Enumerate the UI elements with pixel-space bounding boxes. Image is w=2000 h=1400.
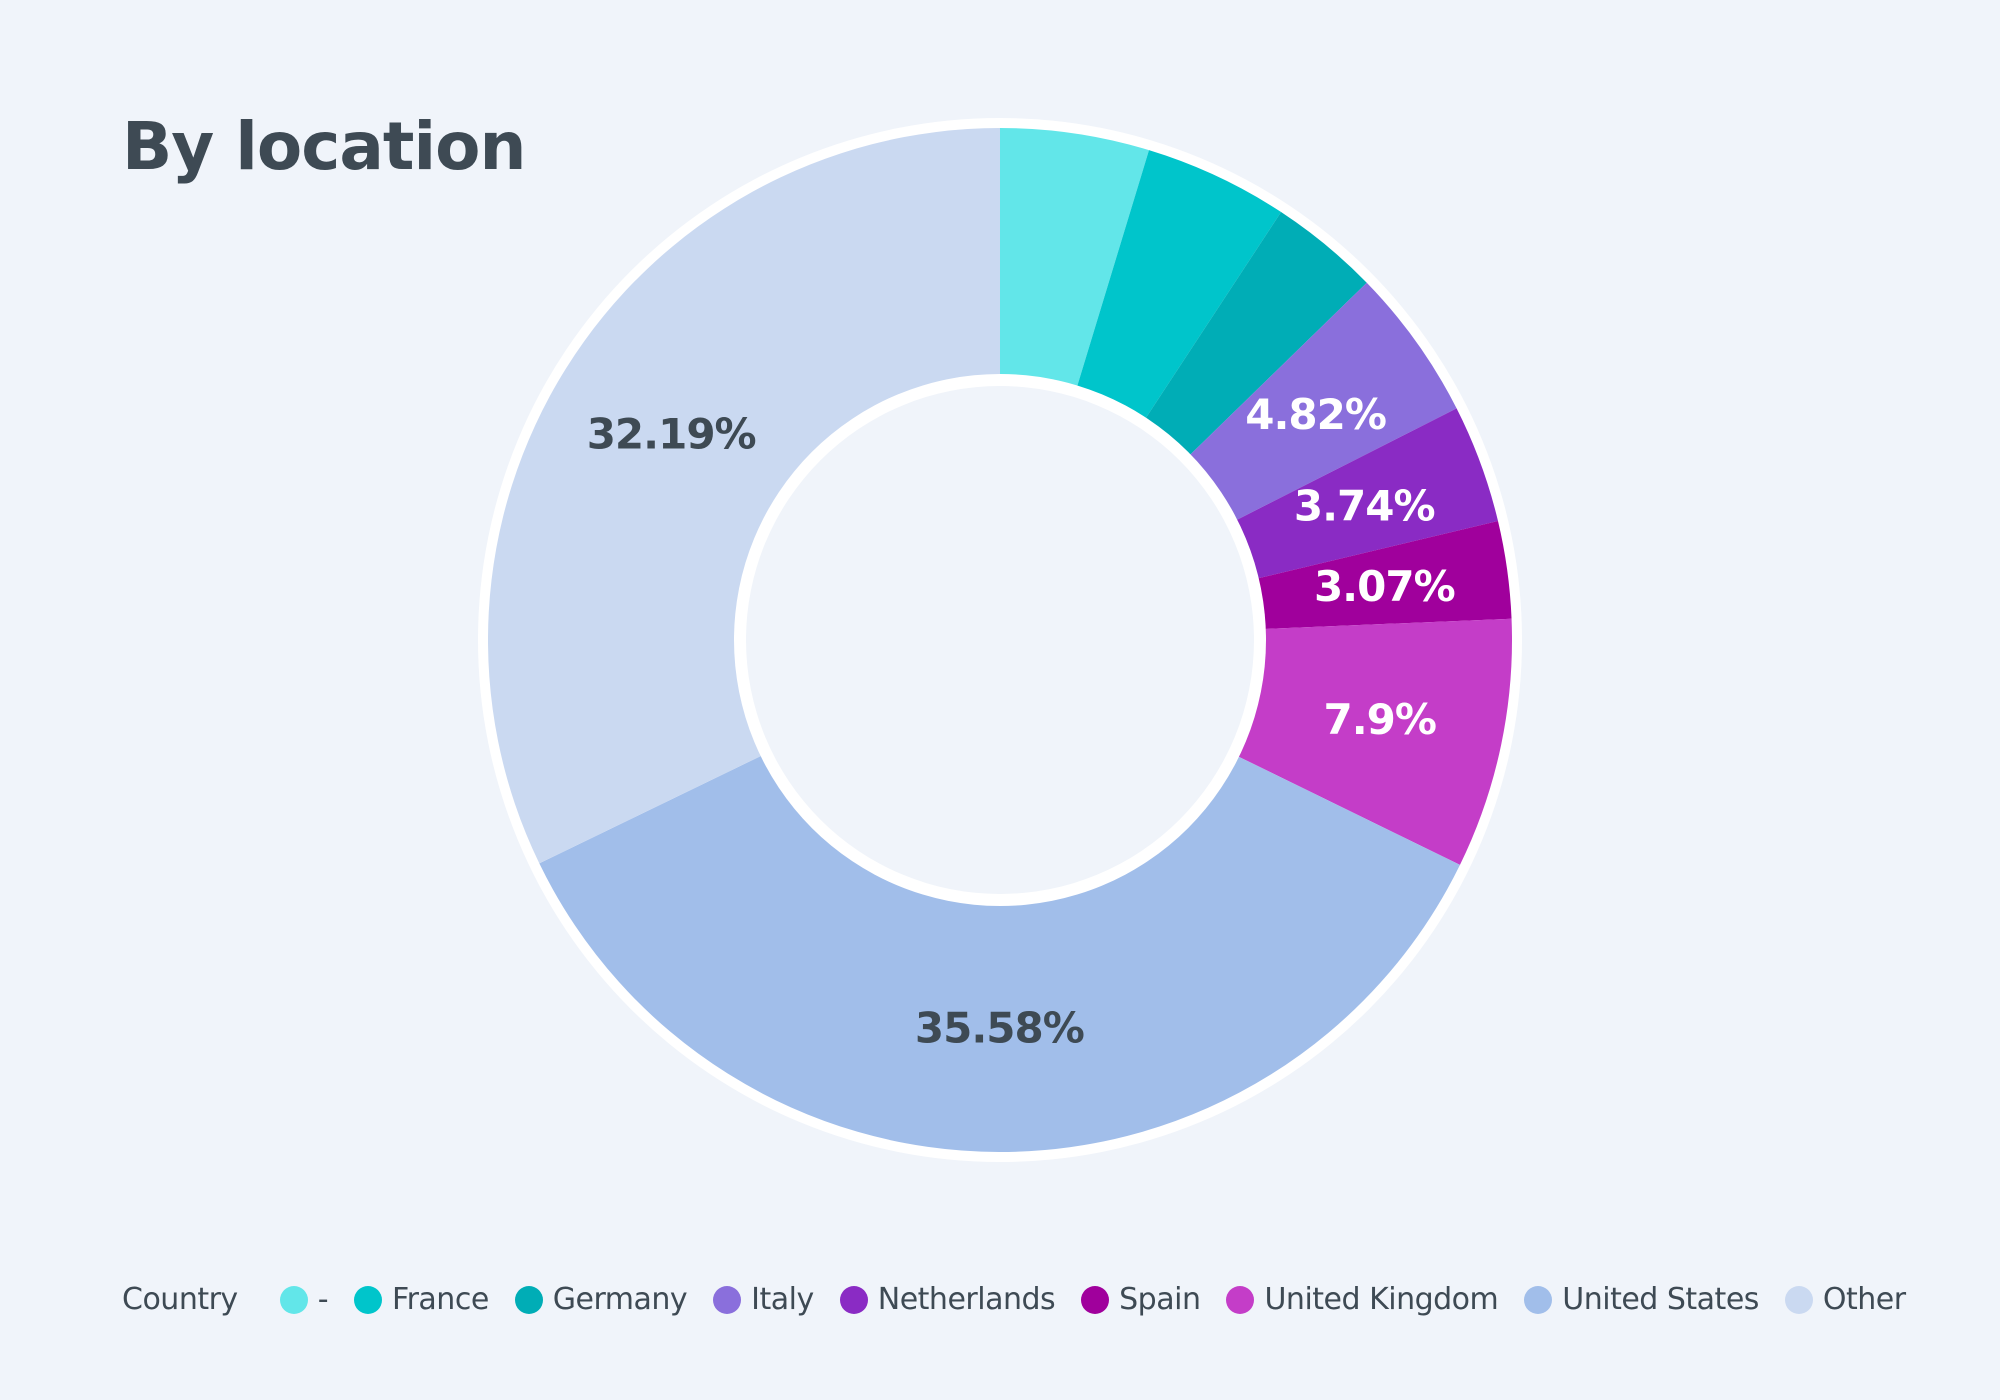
slice-france[interactable] [1076, 150, 1282, 420]
legend-swatch [1524, 1285, 1553, 1314]
legend-swatch [514, 1285, 543, 1314]
legend-label: Spain [1119, 1282, 1201, 1317]
slice-label: 4.82% [1245, 390, 1386, 439]
legend-label: Netherlands [877, 1282, 1056, 1317]
slice-netherlands[interactable] [1235, 408, 1498, 579]
legend-swatch [1226, 1285, 1255, 1314]
legend-label: France [392, 1282, 489, 1317]
legend-label: Germany [552, 1282, 688, 1317]
legend-label: United States [1562, 1282, 1759, 1317]
slice-united-kingdom[interactable] [1237, 618, 1512, 865]
slice-label: 3.07% [1314, 562, 1455, 611]
legend-swatch [354, 1285, 383, 1314]
slice-other[interactable] [488, 128, 1000, 864]
legend-label: - [317, 1282, 329, 1317]
legend-item[interactable]: United States [1524, 1282, 1759, 1317]
legend-swatch [839, 1285, 868, 1314]
legend-title: Country [122, 1282, 238, 1317]
legend-swatch [713, 1285, 742, 1314]
slice-spain[interactable] [1256, 521, 1512, 630]
slice-label: 3.74% [1294, 482, 1435, 531]
legend-item[interactable]: France [354, 1282, 489, 1317]
chart-title: By location [122, 108, 526, 185]
legend-item[interactable]: Germany [514, 1282, 688, 1317]
legend-item[interactable]: Other [1784, 1282, 1906, 1317]
legend-item[interactable]: Italy [713, 1282, 814, 1317]
slice-unknown[interactable] [1000, 128, 1149, 388]
slice-germany[interactable] [1144, 212, 1367, 456]
legend-label: United Kingdom [1264, 1282, 1499, 1317]
legend-label: Italy [751, 1282, 814, 1317]
legend-label: Other [1822, 1282, 1906, 1317]
slice-label: 35.58% [915, 1003, 1084, 1052]
slice-italy[interactable] [1189, 282, 1457, 521]
legend-swatch [1784, 1285, 1813, 1314]
slice-label: 7.9% [1324, 695, 1436, 744]
legend-item[interactable]: Netherlands [839, 1282, 1056, 1317]
legend: Country - France Germany Italy Netherlands Sp… [122, 1282, 1932, 1317]
donut-hole [746, 386, 1254, 894]
slice-united-states[interactable] [539, 755, 1460, 1152]
legend-swatch [1081, 1285, 1110, 1314]
legend-item[interactable]: United Kingdom [1226, 1282, 1499, 1317]
legend-item[interactable]: Spain [1081, 1282, 1201, 1317]
slice-label: 32.19% [587, 410, 756, 459]
legend-item[interactable]: - [279, 1282, 329, 1317]
legend-swatch [279, 1285, 308, 1314]
